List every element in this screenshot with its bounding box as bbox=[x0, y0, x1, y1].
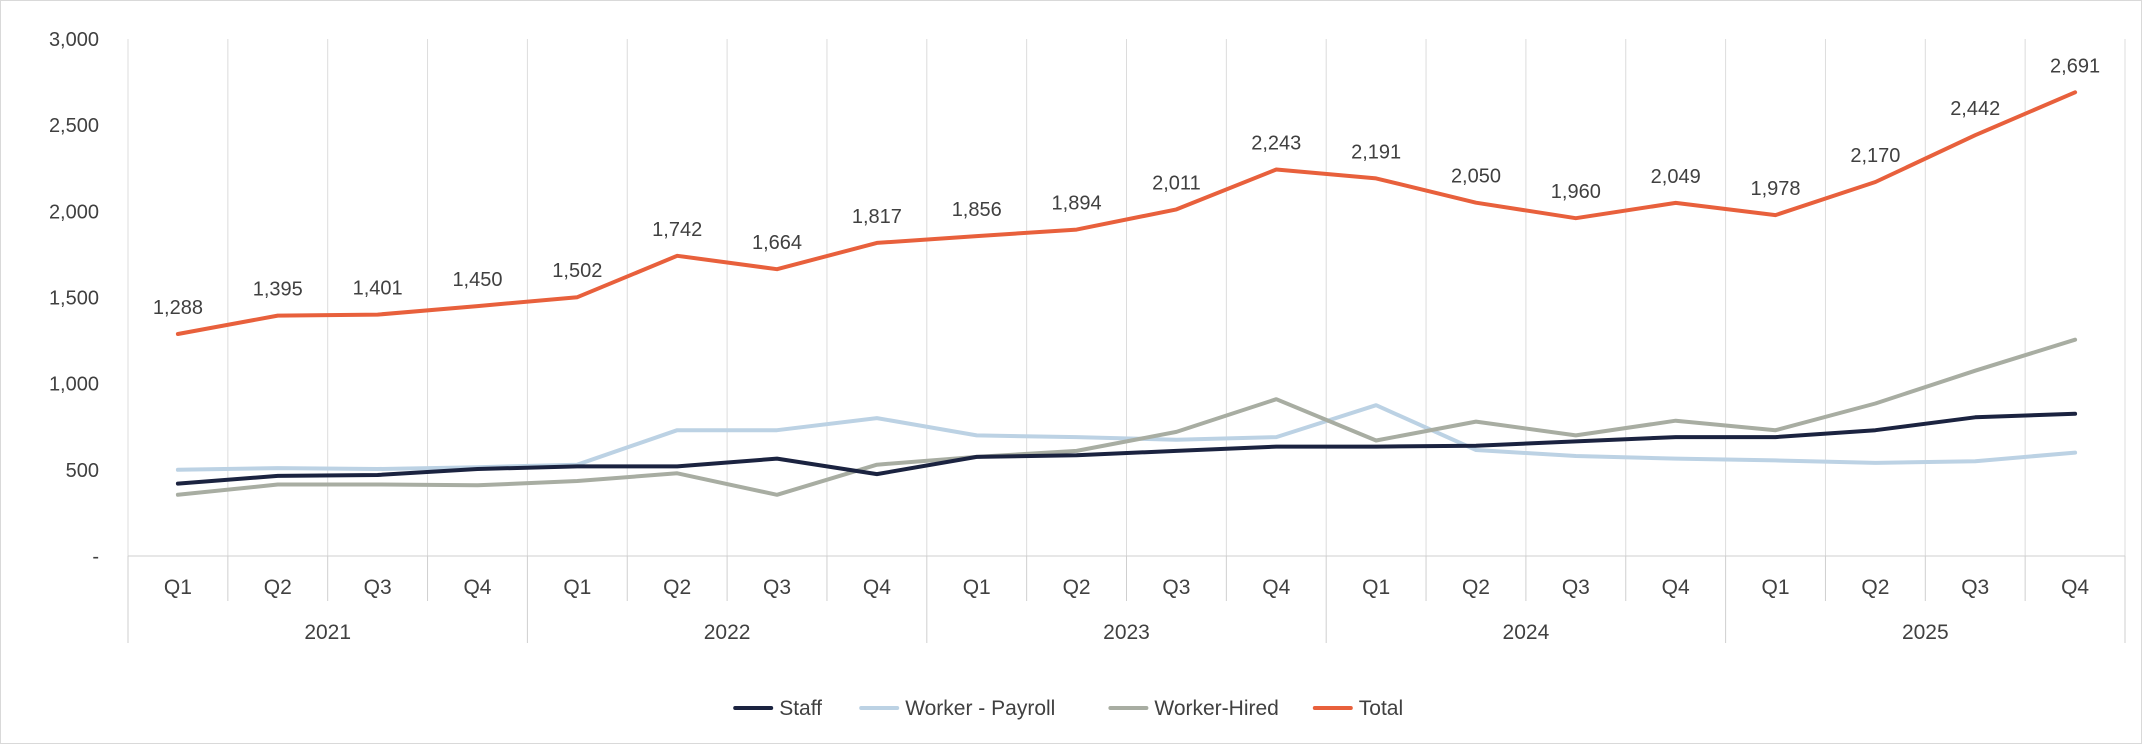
x-tick-label: Q1 bbox=[963, 576, 991, 599]
x-tick-label: Q2 bbox=[264, 576, 292, 599]
legend-item: Staff bbox=[733, 697, 822, 720]
series-line-total bbox=[175, 90, 2078, 336]
data-label: 1,817 bbox=[852, 206, 902, 228]
x-tick-label: Q1 bbox=[563, 576, 591, 599]
data-label: 2,011 bbox=[1152, 172, 1201, 194]
x-tick-label: Q4 bbox=[2061, 576, 2089, 599]
legend-label: Worker-Hired bbox=[1154, 697, 1278, 720]
data-label: 2,243 bbox=[1251, 132, 1301, 154]
x-tick-label: Q3 bbox=[1162, 576, 1190, 599]
x-tick-label: Q2 bbox=[1861, 576, 1889, 599]
data-label: 1,502 bbox=[552, 260, 602, 282]
x-tick-label: Q1 bbox=[1362, 576, 1390, 599]
gridlines bbox=[127, 39, 2126, 556]
x-tick-label: Q3 bbox=[763, 576, 791, 599]
data-label: 2,691 bbox=[2050, 55, 2100, 77]
y-tick-label: 500 bbox=[66, 460, 99, 482]
x-tick-label: Q4 bbox=[1662, 576, 1690, 599]
y-tick-label: 2,500 bbox=[49, 115, 99, 137]
data-label: 2,191 bbox=[1351, 141, 1401, 163]
series-line-worker-hired bbox=[175, 337, 2078, 497]
y-tick-label: 2,000 bbox=[49, 201, 99, 223]
series-lines bbox=[175, 90, 2078, 497]
x-tick-label: Q4 bbox=[1262, 576, 1290, 599]
data-labels: 1,288 1,395 1,401 1,450 1,502 1,742 1,664 1,817… bbox=[153, 55, 2100, 319]
x-axis bbox=[127, 555, 2126, 643]
x-tick-label: Q2 bbox=[1063, 576, 1091, 599]
year-label: 2025 bbox=[1902, 621, 1949, 644]
x-axis-tick-labels: Q1 Q2 Q3 Q4 Q1 Q2 Q3 Q4 Q1 Q2 Q3 Q4 Q1 Q2 Q3 Q4 Q1 Q2 Q3 Q4 bbox=[164, 576, 2089, 599]
x-tick-label: Q1 bbox=[164, 576, 192, 599]
x-tick-label: Q1 bbox=[1762, 576, 1790, 599]
data-label: 1,395 bbox=[253, 279, 303, 301]
data-label: 2,170 bbox=[1850, 145, 1900, 167]
legend-item: Worker - Payroll bbox=[859, 697, 1055, 720]
data-label: 1,401 bbox=[353, 278, 403, 300]
data-label: 1,742 bbox=[652, 219, 702, 241]
year-label: 2021 bbox=[304, 621, 351, 644]
y-tick-label: 3,000 bbox=[49, 29, 99, 51]
data-label: 1,288 bbox=[153, 297, 203, 319]
data-label: 1,978 bbox=[1750, 178, 1800, 200]
year-label: 2023 bbox=[1103, 621, 1150, 644]
year-label: 2022 bbox=[704, 621, 751, 644]
y-tick-label: 1,500 bbox=[49, 288, 99, 310]
legend-label: Total bbox=[1359, 697, 1403, 720]
data-label: 2,442 bbox=[1950, 98, 2000, 120]
data-label: 1,856 bbox=[952, 199, 1002, 221]
data-label: 2,049 bbox=[1651, 166, 1701, 188]
x-tick-label: Q3 bbox=[1961, 576, 1989, 599]
x-tick-label: Q3 bbox=[364, 576, 392, 599]
legend: Staff Worker - Payroll Worker-Hired Total bbox=[733, 697, 1403, 720]
x-tick-label: Q4 bbox=[863, 576, 891, 599]
data-label: 1,664 bbox=[752, 232, 802, 254]
x-tick-label: Q2 bbox=[663, 576, 691, 599]
legend-label: Worker - Payroll bbox=[905, 697, 1055, 720]
y-tick-label: 1,000 bbox=[49, 374, 99, 396]
year-label: 2024 bbox=[1503, 621, 1550, 644]
year-labels: 2021 2022 2023 2024 2025 bbox=[304, 621, 1948, 644]
legend-item: Total bbox=[1312, 697, 1403, 720]
data-label: 1,450 bbox=[452, 269, 502, 291]
data-label: 1,894 bbox=[1052, 193, 1102, 215]
legend-item: Worker-Hired bbox=[1108, 697, 1279, 720]
legend-label: Staff bbox=[779, 697, 822, 720]
x-tick-label: Q4 bbox=[463, 576, 491, 599]
data-label: 1,960 bbox=[1551, 181, 1601, 203]
x-tick-label: Q2 bbox=[1462, 576, 1490, 599]
data-label: 2,050 bbox=[1451, 166, 1501, 188]
y-axis-tick-labels: - 500 1,000 1,500 2,000 2,500 3,000 bbox=[49, 29, 99, 568]
y-tick-label: - bbox=[92, 546, 99, 568]
series-line-staff bbox=[175, 411, 2078, 486]
x-tick-label: Q3 bbox=[1562, 576, 1590, 599]
